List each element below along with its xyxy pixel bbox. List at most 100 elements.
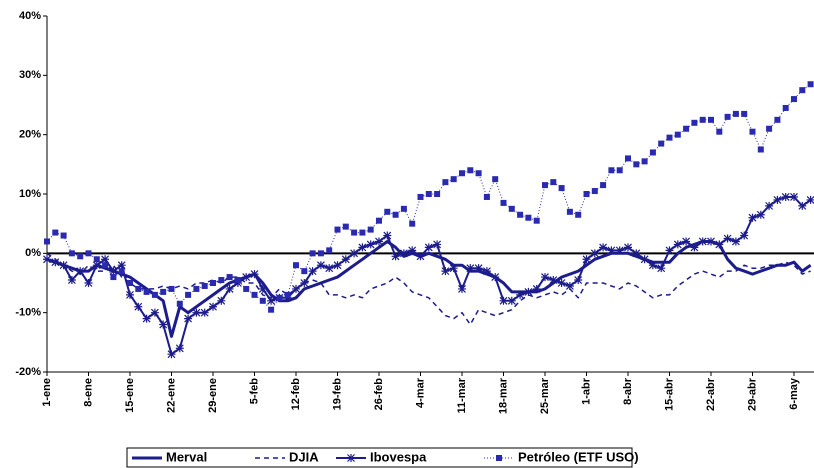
- marker: [741, 110, 748, 117]
- x-tick-label: 11-mar: [456, 377, 468, 413]
- marker: [234, 277, 241, 284]
- y-tick-label: 30%: [19, 69, 41, 81]
- marker: [575, 211, 582, 218]
- marker: [766, 125, 773, 132]
- marker: [483, 193, 490, 200]
- marker: [126, 290, 134, 299]
- x-tick-label: 15-ene: [124, 378, 136, 413]
- marker: [293, 262, 299, 269]
- marker: [51, 258, 60, 267]
- marker: [724, 113, 731, 120]
- marker: [565, 281, 574, 290]
- y-tick-label: 0%: [25, 247, 41, 259]
- marker: [334, 226, 341, 233]
- marker: [591, 188, 598, 195]
- marker: [496, 455, 502, 461]
- marker: [225, 284, 234, 293]
- x-tick-label: 8-abr: [622, 377, 634, 405]
- marker: [708, 116, 714, 123]
- marker: [499, 296, 508, 305]
- marker: [442, 179, 449, 186]
- marker: [791, 96, 797, 103]
- marker: [127, 280, 133, 286]
- marker: [749, 128, 756, 135]
- marker: [383, 231, 392, 240]
- marker: [615, 246, 624, 255]
- x-tick-label: 29-ene: [207, 378, 219, 413]
- marker: [142, 314, 151, 323]
- marker: [507, 296, 516, 305]
- marker: [160, 288, 167, 295]
- marker: [590, 249, 599, 258]
- marker: [424, 243, 433, 252]
- marker: [500, 199, 507, 206]
- marker: [67, 276, 76, 285]
- marker: [459, 170, 465, 177]
- marker: [673, 240, 682, 249]
- marker: [774, 116, 781, 123]
- x-tick-label: 25-mar: [539, 377, 551, 414]
- marker: [217, 296, 226, 305]
- x-tick-label: 29-abr: [746, 377, 758, 411]
- marker: [698, 237, 707, 246]
- legend-label: DJIA: [289, 449, 319, 464]
- marker: [516, 290, 525, 299]
- marker: [376, 217, 382, 224]
- marker: [549, 276, 558, 285]
- marker: [85, 250, 92, 257]
- marker: [582, 255, 591, 264]
- marker: [176, 300, 183, 307]
- marker: [690, 243, 699, 252]
- marker: [193, 285, 200, 292]
- marker: [683, 125, 690, 132]
- marker: [441, 267, 450, 276]
- marker: [301, 268, 308, 275]
- marker: [258, 284, 267, 293]
- y-tick-label: 20%: [19, 129, 41, 141]
- marker: [110, 274, 117, 281]
- marker: [607, 246, 616, 255]
- marker: [135, 285, 142, 292]
- marker: [417, 193, 424, 200]
- marker: [292, 284, 300, 293]
- marker: [757, 146, 764, 153]
- marker: [101, 255, 110, 264]
- marker: [134, 302, 143, 311]
- marker: [76, 267, 85, 276]
- marker: [508, 205, 515, 212]
- marker: [44, 238, 50, 245]
- marker: [433, 240, 442, 249]
- marker: [723, 234, 732, 243]
- marker: [633, 161, 640, 168]
- marker: [799, 87, 806, 94]
- marker: [399, 249, 408, 258]
- marker: [474, 264, 483, 273]
- marker: [243, 285, 250, 292]
- marker: [84, 279, 93, 287]
- marker: [525, 214, 532, 221]
- marker: [558, 185, 565, 192]
- marker: [150, 308, 159, 317]
- marker: [308, 267, 317, 276]
- marker: [93, 256, 100, 263]
- marker: [756, 210, 765, 219]
- marker: [790, 192, 798, 201]
- marker: [773, 195, 782, 204]
- legend-box: [126, 447, 633, 468]
- marker: [624, 243, 632, 252]
- legend-label: Merval: [166, 449, 207, 464]
- marker: [409, 220, 416, 227]
- marker: [657, 264, 666, 273]
- marker: [351, 229, 358, 236]
- marker: [117, 261, 126, 270]
- marker: [466, 264, 475, 273]
- marker: [242, 273, 251, 282]
- marker: [259, 297, 266, 304]
- marker: [434, 191, 441, 197]
- marker: [557, 279, 566, 287]
- marker: [616, 167, 623, 174]
- marker: [341, 255, 350, 264]
- x-tick-label: 18-mar: [497, 377, 509, 414]
- marker: [43, 255, 51, 264]
